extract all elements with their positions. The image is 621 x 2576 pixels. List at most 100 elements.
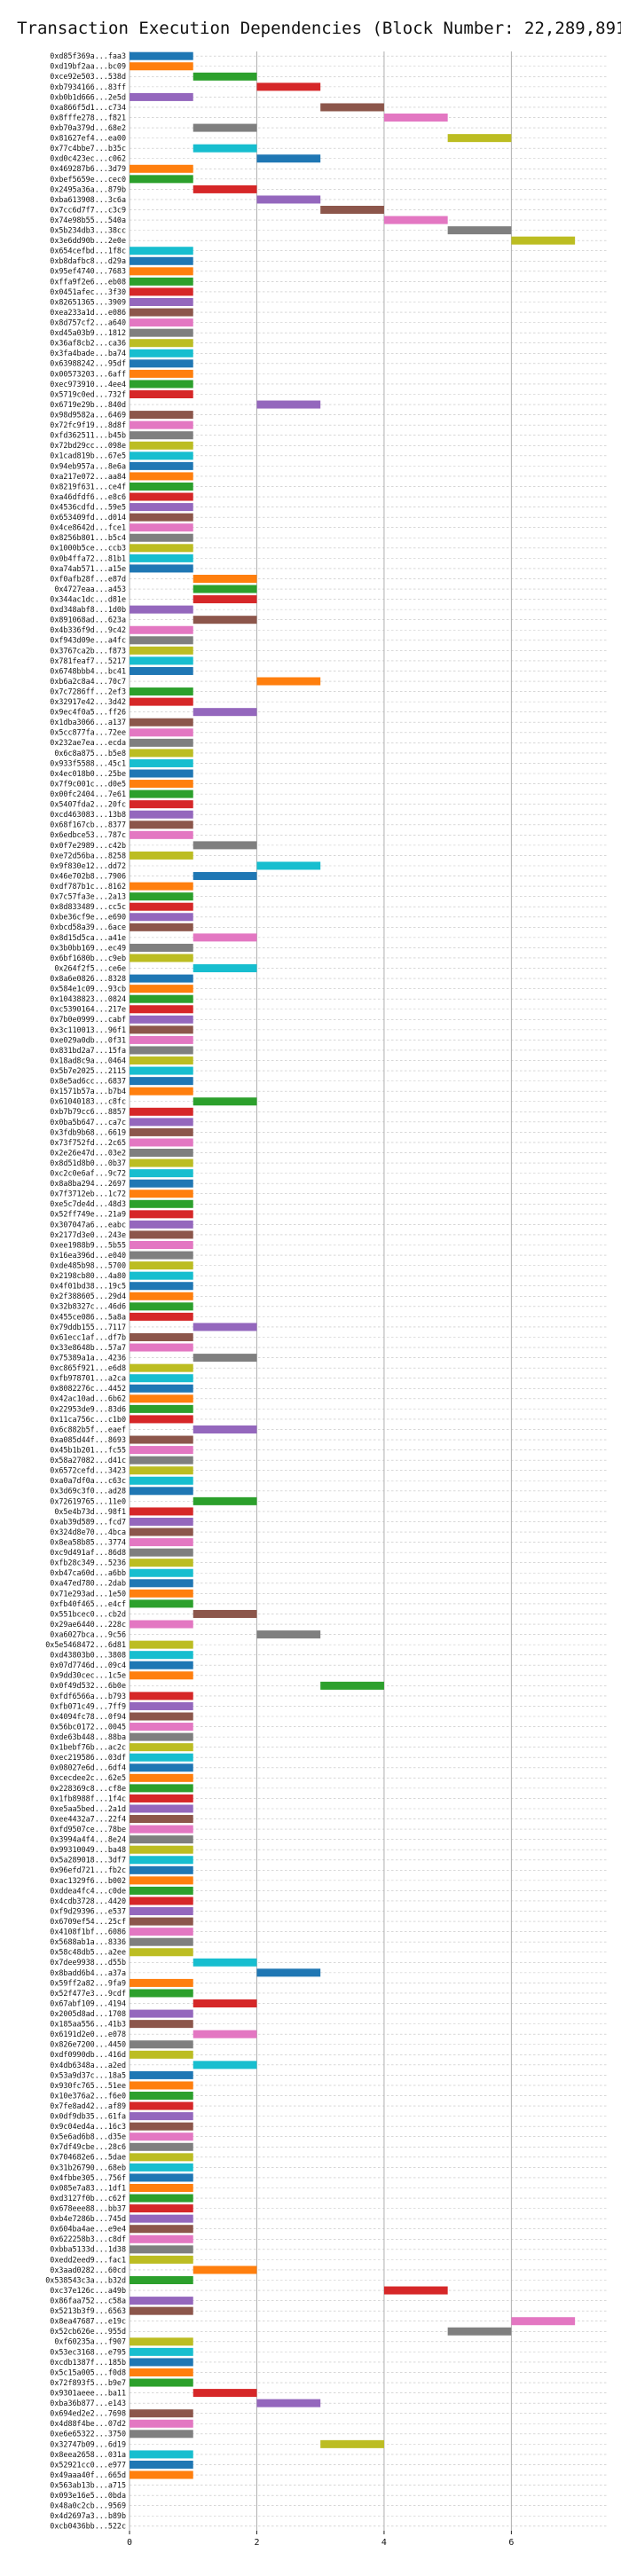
bar: [130, 1343, 193, 1352]
y-tick-label: 0x455ce086...5a8a: [50, 1312, 126, 1321]
bar: [130, 1559, 193, 1567]
bar: [130, 1466, 193, 1475]
bar: [130, 1856, 193, 1865]
y-tick-label: 0x72fc9f19...8d8f: [50, 420, 126, 429]
y-tick-label: 0xc37e126c...a49b: [50, 2286, 126, 2295]
y-tick-label: 0xa866f5d1...c734: [50, 103, 126, 112]
bar: [130, 769, 193, 778]
bar: [130, 738, 193, 747]
y-tick-label: 0x52921cc0...e977: [50, 2460, 126, 2469]
bar: [383, 114, 448, 122]
bar: [130, 605, 193, 614]
bar: [130, 1579, 193, 1588]
y-tick-label: 0x093e16e5...0bda: [50, 2491, 126, 2500]
bar: [130, 369, 193, 378]
y-tick-label: 0xd3127f0b...c62f: [50, 2194, 126, 2203]
y-tick-label: 0x1fb8988f...1f4c: [50, 1794, 126, 1802]
y-tick-label: 0x7fe8ad42...af89: [50, 2101, 126, 2110]
bar: [193, 933, 257, 942]
chart-title: Transaction Execution Dependencies (Bloc…: [17, 19, 621, 38]
bar: [130, 1599, 193, 1608]
bar: [130, 1251, 193, 1260]
bar: [193, 144, 257, 153]
y-tick-label: 0x1dba3066...a137: [50, 718, 126, 726]
bar: [256, 195, 321, 204]
bar: [130, 1517, 193, 1526]
bar: [130, 994, 193, 1003]
bar: [130, 1712, 193, 1721]
bar: [130, 1784, 193, 1793]
bar: [130, 2460, 193, 2469]
y-tick-label: 0x6748bbb4...bc41: [50, 666, 126, 675]
bar: [130, 1835, 193, 1844]
bar: [130, 503, 193, 512]
bar: [130, 513, 193, 522]
bar: [130, 420, 193, 429]
y-tick-label: 0xa0a7df0a...c63c: [50, 1476, 126, 1485]
bar: [130, 380, 193, 389]
bar: [193, 72, 257, 81]
bar: [130, 2275, 193, 2285]
bar: [130, 1005, 193, 1014]
y-tick-label: 0xbef5659e...cec0: [50, 175, 126, 184]
y-tick-label: 0x3994a4f4...8e24: [50, 1835, 126, 1844]
bar: [130, 1220, 193, 1229]
bar: [193, 574, 257, 583]
y-tick-label: 0x232ae7ea...ecda: [50, 738, 126, 747]
y-tick-label: 0x82651365...3909: [50, 297, 126, 306]
y-tick-label: 0x4094fc78...0f94: [50, 1712, 126, 1721]
y-tick-label: 0x8d51d8b0...0b37: [50, 1158, 126, 1167]
bar: [447, 134, 512, 143]
y-tick-label: 0x4ec018b0...25be: [50, 769, 126, 778]
y-tick-label: 0x6c8a875...b5e8: [54, 749, 126, 758]
y-tick-label: 0x4d88f4be...07d2: [50, 2419, 126, 2428]
y-tick-label: 0x3767ca2b...f873: [50, 646, 126, 655]
bar: [130, 1661, 193, 1669]
bar: [130, 1435, 193, 1444]
y-tick-label: 0x831bd2a7...15fa: [50, 1046, 126, 1055]
bar: [130, 1773, 193, 1782]
bar: [130, 1732, 193, 1741]
y-tick-label: 0x5e6ad6b8...d35e: [50, 2132, 126, 2141]
bar: [130, 1671, 193, 1680]
bar: [320, 2439, 384, 2448]
bar: [130, 2112, 193, 2121]
y-tick-label: 0x0df9db35...61fa: [50, 2112, 126, 2121]
y-tick-label: 0xd85f369a...faa3: [50, 51, 126, 60]
y-tick-label: 0xb0b1d666...2e5d: [50, 92, 126, 101]
y-tick-label: 0x5213b3f9...6563: [50, 2306, 126, 2315]
y-tick-label: 0xdf787b1c...8162: [50, 882, 126, 891]
y-tick-label: 0x7b0e0999...cabf: [50, 1015, 126, 1024]
y-tick-label: 0x5a289018...3df7: [50, 1856, 126, 1865]
y-tick-label: 0x6bf1680b...c9eb: [50, 954, 126, 962]
y-tick-label: 0x5e4b73d...98f1: [54, 1507, 126, 1516]
y-tick-label: 0x933f5588...45c1: [50, 758, 126, 767]
y-tick-label: 0x0451afec...3f30: [50, 287, 126, 296]
y-tick-label: 0x56bc0172...0045: [50, 1722, 126, 1731]
bar: [193, 872, 257, 881]
bar: [256, 400, 321, 409]
y-tick-label: 0x2495a36a...879b: [50, 185, 126, 193]
bar: [130, 1056, 193, 1065]
y-tick-label: 0x584e1c09...93cb: [50, 985, 126, 993]
y-tick-label: 0x344ac1dc...d81e: [50, 594, 126, 603]
bar: [130, 544, 193, 553]
bar: [130, 749, 193, 758]
bar: [130, 1476, 193, 1485]
y-tick-label: 0x32747b09...6d19: [50, 2439, 126, 2448]
bar: [130, 1804, 193, 1813]
bar: [130, 2040, 193, 2049]
y-tick-label: 0x4fbbe305...756f: [50, 2173, 126, 2182]
y-tick-label: 0x9c04ed4a...16c3: [50, 2122, 126, 2131]
bar: [130, 1978, 193, 1987]
y-tick-label: 0xcd463083...13b8: [50, 810, 126, 819]
y-tick-label: 0x7df49cbe...28c6: [50, 2142, 126, 2151]
y-tick-label: 0x3fdb9b68...6619: [50, 1127, 126, 1136]
y-tick-label: 0x8d757cf2...a640: [50, 318, 126, 327]
bar: [256, 1968, 321, 1977]
bar: [130, 2419, 193, 2428]
bar: [130, 2009, 193, 2018]
y-tick-label: 0xedd2eed9...fac1: [50, 2255, 126, 2264]
y-tick-label: 0x4cdb3728...4420: [50, 1897, 126, 1905]
